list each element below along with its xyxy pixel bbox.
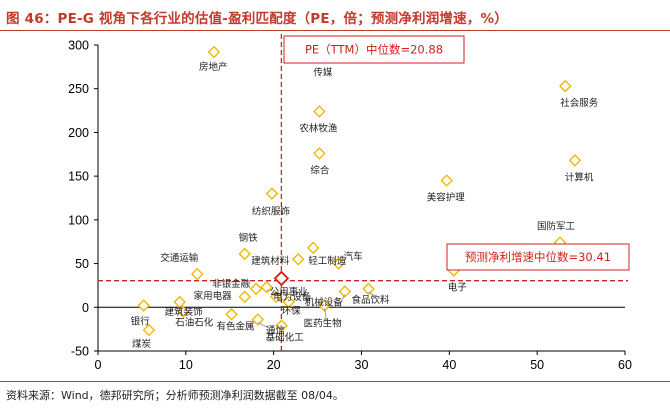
data-point-label: 机械设备	[305, 297, 344, 309]
data-point-label: 基础化工	[266, 332, 305, 344]
data-point-label: 纺织服饰	[252, 206, 290, 218]
data-point-label: 电力设备	[273, 291, 312, 303]
median-growth-label: 预测净利增速中位数=30.41	[465, 250, 611, 264]
data-point-labels: 房地产 传媒社会服务农林牧渔综合计算机美容护理纺织服饰国防军工电子钢铁轻工制造建筑…	[131, 61, 599, 350]
data-point-marker	[265, 187, 279, 200]
median-reference-lines	[98, 34, 628, 351]
data-point-label: 传媒	[313, 66, 333, 78]
x-tick-label: 20	[267, 358, 281, 372]
y-tick-label: 250	[68, 82, 89, 96]
y-tick-label: -50	[71, 345, 89, 359]
x-tick-label: 60	[618, 358, 632, 372]
data-point-label: 钢铁	[239, 232, 259, 244]
chart-title: 图 46：PE-G 视角下各行业的估值-盈利匹配度（PE，倍；预测净利润增速，%…	[6, 11, 508, 27]
data-point-marker	[332, 257, 345, 270]
data-point-marker	[142, 323, 156, 337]
data-point-label: 建筑装饰	[165, 306, 203, 318]
data-point-marker	[176, 305, 190, 318]
x-axis-ticks: 0 10 20 30 40 50 60	[95, 351, 632, 372]
median-pe-box: PE（TTM）中位数=20.88	[283, 35, 465, 64]
data-point-label: 美容护理	[427, 192, 466, 204]
y-axis-ticks: -50 0 50 100 150 200 250 300	[68, 39, 98, 359]
scatter-chart: -50 0 50 100 150 200 250 300 0 10 20 30 40 50 60 房地产 传…	[68, 34, 632, 372]
y-tick-label: 0	[82, 301, 89, 315]
data-point-marker	[238, 290, 251, 304]
label-leader-line	[340, 294, 346, 302]
data-point-marker	[260, 280, 273, 294]
data-point-marker	[558, 79, 572, 93]
data-point-marker	[440, 174, 453, 187]
data-point-label: 国防军工	[537, 221, 576, 233]
data-point-label: 轻工制造	[308, 255, 347, 267]
data-point-label: 食品饮料	[352, 294, 391, 306]
source-divider	[0, 381, 670, 382]
data-point-label: 房地产	[199, 61, 228, 73]
data-point-label: 综合	[310, 164, 330, 176]
data-point-marker	[282, 295, 295, 309]
x-tick-label: 10	[179, 358, 193, 372]
data-point-label: 医药生物	[304, 318, 343, 330]
data-point-label: 家用电器	[194, 290, 233, 302]
data-point-marker	[173, 295, 186, 309]
data-point-label: 农林牧渔	[299, 122, 338, 134]
y-tick-label: 200	[68, 126, 89, 140]
data-point-marker	[568, 154, 582, 167]
data-point-marker	[270, 290, 283, 304]
label-leader-line	[368, 291, 377, 298]
data-point-label: 公用事业	[270, 286, 308, 298]
data-point-label: 通信	[266, 325, 285, 337]
y-tick-label: 150	[68, 170, 89, 184]
data-point-marker	[249, 282, 263, 296]
data-point-label: 社会服务	[560, 97, 599, 109]
x-tick-label: 40	[442, 358, 456, 372]
data-point-marker	[306, 241, 320, 255]
data-point-label: 有色金属	[217, 320, 255, 332]
x-tick-label: 50	[530, 358, 544, 372]
data-point-label: 建筑材料	[251, 255, 290, 267]
y-tick-label: 300	[68, 39, 89, 53]
median-intersection-marker	[273, 270, 290, 287]
data-point-marker	[238, 247, 251, 261]
data-point-label: 交通运输	[160, 252, 199, 264]
median-pe-box-frame	[283, 35, 465, 64]
data-point-marker	[137, 299, 150, 312]
data-point-marker	[291, 252, 305, 266]
data-point-marker	[313, 147, 326, 160]
data-point-label: 汽车	[344, 251, 363, 263]
data-point-marker	[207, 45, 221, 59]
source-note: 资料来源：Wind，德邦研究所；分析师预测净利润数据截至 08/04。	[6, 389, 344, 402]
y-tick-label: 50	[75, 257, 89, 271]
y-tick-label: 100	[68, 213, 89, 227]
median-growth-box-frame	[446, 243, 630, 271]
x-tick-label: 0	[95, 358, 102, 372]
data-point-marker	[190, 267, 204, 281]
data-point-label: 石油石化	[175, 317, 214, 329]
data-point-label: 煤炭	[132, 338, 152, 350]
label-leader-line	[257, 322, 271, 329]
data-point-marker	[362, 282, 375, 296]
data-point-label: 计算机	[565, 171, 594, 183]
data-point-marker	[313, 105, 326, 118]
median-pe-label: PE（TTM）中位数=20.88	[305, 43, 443, 57]
data-point-marker	[225, 307, 238, 321]
data-point-label: 银行	[131, 316, 151, 328]
median-growth-box: 预测净利增速中位数=30.41	[446, 243, 630, 271]
data-point-label: 非银金融	[212, 278, 251, 290]
data-point-marker	[275, 319, 288, 332]
data-point-marker	[338, 285, 352, 298]
data-point-label: 环保	[282, 305, 302, 317]
data-point-marker	[251, 313, 265, 326]
x-tick-label: 30	[355, 358, 369, 372]
data-point-label: 电子	[448, 282, 468, 294]
title-divider	[0, 30, 670, 31]
label-leader-line	[324, 308, 328, 322]
